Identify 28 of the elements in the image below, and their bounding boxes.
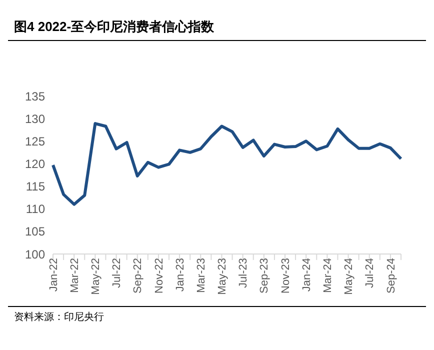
text: 资料来源：印尼央行 (14, 310, 105, 324)
x-tick-label: Jan-23 (174, 258, 186, 292)
y-tick-label: 105 (24, 224, 46, 239)
x-tick-label: Jul-22 (111, 258, 124, 288)
x-tick-label: May-24 (343, 258, 356, 295)
x-tick-label: Mar-24 (322, 258, 334, 293)
chart-title: 图4 2022-至今印尼消费者信心指数 (8, 8, 426, 41)
x-tick-label: Sep-22 (132, 258, 144, 294)
x-tick-label: Jan-22 (48, 258, 60, 292)
y-tick-label: 125 (24, 134, 46, 148)
x-tick-label: Jan-24 (300, 258, 313, 292)
x-tick-label: Sep-23 (258, 258, 271, 294)
x-tick-label: Jul-24 (364, 258, 376, 288)
y-tick-label: 110 (26, 202, 46, 216)
x-tick-label: Mar-23 (195, 258, 208, 293)
x-tick-label: Nov-22 (153, 258, 166, 294)
y-tick-label: 135 (24, 89, 46, 104)
x-tick-label: Nov-23 (280, 258, 292, 294)
y-tick-label: 130 (24, 112, 46, 126)
y-tick-label: 115 (26, 180, 46, 194)
x-tick-label: Jul-23 (238, 258, 250, 288)
x-tick-label: Mar-22 (68, 258, 81, 293)
y-tick-label: 100 (24, 247, 46, 262)
y-tick-label: 120 (24, 156, 46, 171)
x-tick-label: May-22 (90, 258, 102, 295)
x-tick-label: May-23 (216, 258, 229, 295)
x-tick-label: Sep-24 (385, 258, 398, 294)
line-series (52, 122, 402, 206)
